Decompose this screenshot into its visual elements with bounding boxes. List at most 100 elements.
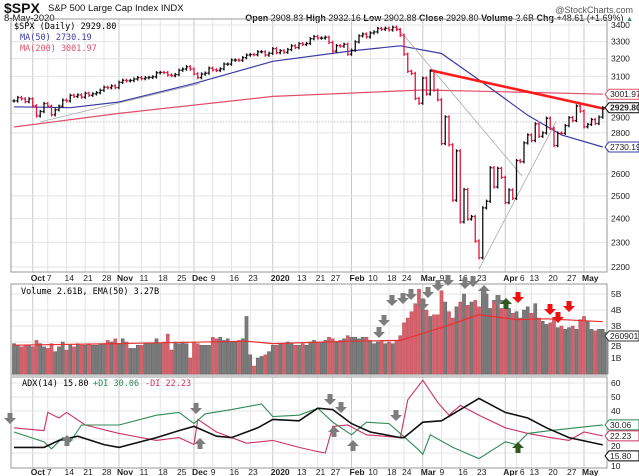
- price-bar: [117, 80, 121, 90]
- arrow-down-gray-icon: [467, 276, 479, 287]
- volume-bar: [300, 343, 305, 375]
- volume-bar: [30, 346, 35, 375]
- price-bar: [278, 49, 282, 55]
- price-bar: [514, 158, 519, 201]
- volume-bar: [154, 338, 159, 375]
- volume-bar: [540, 321, 545, 375]
- volume-bar: [192, 341, 196, 375]
- volume-bar: [98, 343, 103, 375]
- volume-bar: [473, 300, 478, 375]
- volume-bar: [244, 316, 249, 375]
- volume-bar: [128, 348, 133, 375]
- price-bar: [293, 44, 297, 50]
- price-bar: [154, 71, 159, 79]
- volume-tick-label: 5B: [611, 289, 622, 299]
- price-bar: [563, 123, 567, 135]
- arrow-down-red-icon: [552, 312, 564, 323]
- volume-bar: [469, 301, 474, 375]
- price-bar: [222, 62, 226, 71]
- price-bar: [368, 31, 372, 39]
- volume-bar: [443, 301, 448, 375]
- price-bar: [552, 126, 556, 148]
- x-tick-label: 18: [387, 467, 397, 476]
- volume-bar: [424, 309, 429, 375]
- arrow-down-gray-icon: [190, 403, 202, 414]
- x-tick-label: May: [582, 467, 599, 476]
- price-bar: [31, 97, 35, 108]
- price-bar: [214, 68, 219, 73]
- x-tick-label: 18: [158, 273, 168, 283]
- x-tick-label: 14: [65, 467, 75, 476]
- price-bar: [492, 166, 496, 189]
- volume-bar: [330, 338, 335, 375]
- ma200-line: [13, 89, 603, 128]
- price-bar: [16, 95, 20, 103]
- price-bar: [297, 41, 301, 50]
- volume-bar: [297, 345, 301, 375]
- volume-bar: [432, 314, 436, 375]
- price-bar: [91, 92, 95, 97]
- volume-bar: [278, 343, 283, 375]
- volume-bar: [12, 343, 16, 375]
- volume-bar: [109, 341, 114, 375]
- x-tick-label: 21: [83, 273, 93, 283]
- price-bar: [158, 70, 162, 75]
- trendline: [478, 121, 557, 270]
- ma50-badge-frame: [604, 141, 639, 153]
- volume-bar: [72, 346, 76, 375]
- price-bar: [301, 41, 305, 47]
- high-label: High: [305, 13, 326, 23]
- arrow-down-red-icon: [512, 292, 524, 303]
- price-bar: [113, 84, 117, 90]
- x-tick-label: 13: [530, 467, 540, 476]
- x-tick-label: 18: [158, 467, 168, 476]
- x-tick-label: 16: [458, 467, 468, 476]
- arrow-down-gray-icon: [378, 315, 390, 326]
- price-bar: [286, 47, 290, 54]
- volume-bar: [364, 337, 369, 375]
- price-bar: [233, 58, 237, 62]
- price-bar: [132, 77, 136, 83]
- x-tick-label: 18: [387, 273, 397, 283]
- volume-bar: [124, 341, 129, 375]
- price-bar: [533, 122, 537, 143]
- price-bar: [57, 104, 61, 112]
- adx-badge-frame: [604, 450, 639, 462]
- volume-bar: [229, 341, 234, 375]
- minus-di-badge-frame: [604, 430, 639, 442]
- chg-value: +48.61 (+1.69%): [556, 13, 624, 23]
- volume-bar: [64, 349, 69, 375]
- volume-bar: [345, 335, 350, 375]
- volume-bar: [450, 317, 455, 375]
- volume-bar: [165, 333, 170, 375]
- x-tick-label: 9: [440, 273, 445, 283]
- arrow-down-gray-icon: [335, 402, 347, 413]
- x-tick-label: 10: [368, 273, 378, 283]
- volume-bar: [357, 338, 361, 375]
- price-bar: [218, 67, 222, 73]
- volume-bar: [233, 341, 238, 375]
- volume-bar: [420, 298, 425, 375]
- volume-bar: [492, 300, 496, 375]
- x-tick-label: 20: [548, 467, 558, 476]
- price-bar: [364, 32, 369, 39]
- volume-bar: [323, 340, 328, 375]
- x-tick-label: 21: [316, 273, 326, 283]
- ma50-badge: 2730.19: [604, 141, 639, 153]
- price-tick-label: 2200: [611, 262, 630, 272]
- x-tick-label: 11: [140, 467, 149, 476]
- volume-bar: [158, 343, 163, 375]
- price-bar: [451, 143, 455, 202]
- volume-bar: [57, 346, 61, 375]
- volume-bar: [597, 329, 601, 375]
- price-bar: [496, 166, 500, 189]
- price-bar: [211, 66, 215, 72]
- trendline: [429, 69, 606, 111]
- volume-bar: [147, 343, 151, 375]
- volume-bar: [19, 346, 24, 375]
- price-bar: [597, 115, 601, 126]
- x-tick-label: 28: [102, 273, 112, 283]
- x-tick-label: 20: [548, 273, 558, 283]
- price-bar: [417, 96, 421, 105]
- volume-bar: [529, 313, 534, 375]
